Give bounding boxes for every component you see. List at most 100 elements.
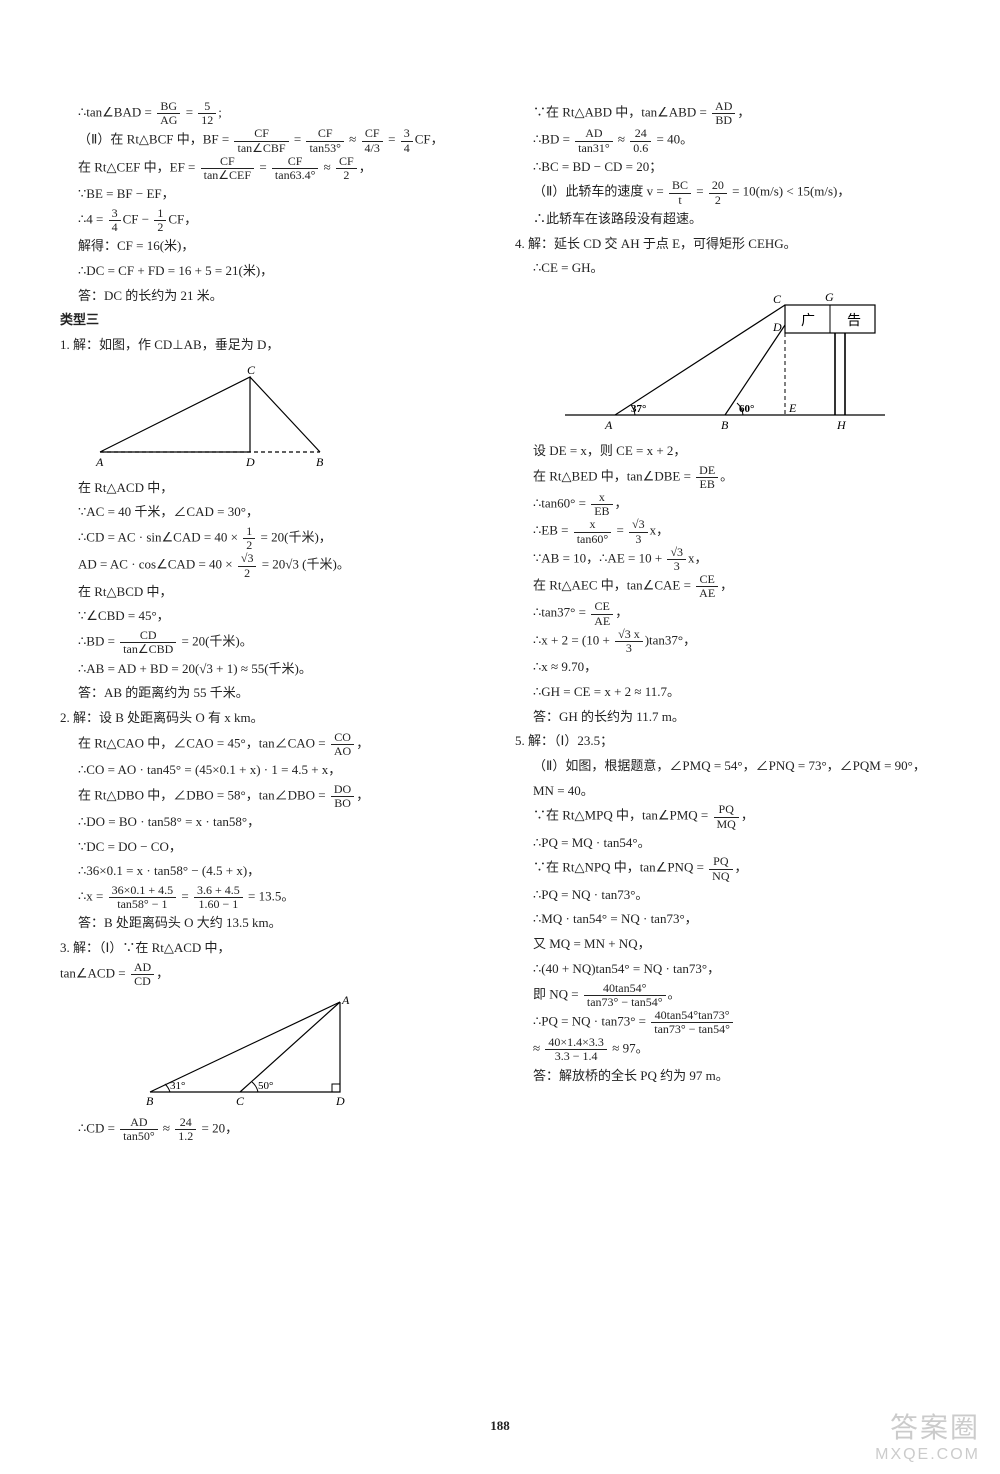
problem4-svg: 广 告 A B C D E G H 37° 60° [555, 285, 895, 435]
fig4-box1: 广 [801, 313, 815, 329]
problem1-body: 在 Rt△ACD 中，∵AC = 40 千米，∠CAD = 30°，∴CD = … [60, 476, 485, 706]
math-line: ∴x ≈ 9.70， [515, 655, 940, 680]
fig4-E: E [788, 401, 797, 415]
math-line: ∵在 Rt△MPQ 中，tan∠PMQ = PQMQ， [515, 803, 940, 830]
problem2-body: 在 Rt△CAO 中，∠CAO = 45°，tan∠CAO = COAO，∴CO… [60, 731, 485, 937]
problem3-body: 3. 解：（Ⅰ）∵在 Rt△ACD 中，tan∠ACD = ADCD， [60, 936, 485, 988]
math-line: ∴tan∠BAD = BGAG = 512; [60, 100, 485, 127]
math-line: 答：AB 的距离约为 55 千米。 [60, 681, 485, 706]
math-line: 在 Rt△CEF 中，EF = CFtan∠CEF = CFtan63.4° ≈… [60, 155, 485, 182]
math-line: 答：GH 的长约为 11.7 m。 [515, 705, 940, 730]
fig4-angle2: 60° [739, 403, 754, 415]
problem1-svg: A B C D [80, 362, 340, 472]
math-line: 在 Rt△BCD 中， [60, 580, 485, 605]
problem1-intro: 1. 解：如图，作 CD⊥AB，垂足为 D， [60, 333, 485, 358]
fig1-label-B: B [316, 455, 324, 469]
fig3-C: C [236, 1094, 245, 1108]
math-line: 在 Rt△BED 中，tan∠DBE = DEEB。 [515, 464, 940, 491]
fig4-B: B [721, 418, 729, 432]
watermark-line1: 答案圈 [875, 1406, 980, 1446]
fig1-label-D: D [245, 455, 255, 469]
fig3-angle1: 31° [170, 1080, 185, 1092]
fig4-C: C [773, 292, 782, 306]
math-line: AD = AC · cos∠CAD = 40 × √32 = 20√3 (千米)… [60, 552, 485, 579]
fig1-label-A: A [95, 455, 104, 469]
fig3-A: A [341, 993, 350, 1007]
math-line: ∵∠CBD = 45°， [60, 604, 485, 629]
problem1-figure: A B C D [80, 362, 485, 472]
math-line: 在 Rt△AEC 中，tan∠CAE = CEAE， [515, 573, 940, 600]
math-line: 3. 解：（Ⅰ）∵在 Rt△ACD 中， [60, 936, 485, 961]
math-line: ∴BC = BD − CD = 20； [515, 155, 940, 180]
math-line: ∴CD = ADtan50° ≈ 241.2 = 20， [60, 1116, 485, 1143]
math-line: 答：DC 的长约为 21 米。 [60, 284, 485, 309]
math-line: ∴x = 36×0.1 + 4.5tan58° − 1 = 3.6 + 4.51… [60, 884, 485, 911]
math-line: ∴此轿车在该路段没有超速。 [515, 207, 940, 232]
left-top-block: ∴tan∠BAD = BGAG = 512;（Ⅱ）在 Rt△BCF 中，BF =… [60, 100, 485, 308]
fig1-label-C: C [247, 363, 256, 377]
fig4-D: D [772, 320, 782, 334]
math-line: ∴EB = xtan60° = √33x， [515, 518, 940, 545]
fig4-H: H [836, 418, 847, 432]
problem3-figure: 31° 50° B C D A [140, 992, 485, 1112]
problem3-svg: 31° 50° B C D A [140, 992, 360, 1112]
math-line: 在 Rt△ACD 中， [60, 476, 485, 501]
math-line: ∴CD = AC · sin∠CAD = 40 × 12 = 20(千米)， [60, 525, 485, 552]
math-line: ∴PQ = NQ · tan73° = 40tan54°tan73°tan73°… [515, 1009, 940, 1036]
math-line: ∴tan37° = CEAE， [515, 600, 940, 627]
math-line: ∵AC = 40 千米，∠CAD = 30°， [60, 500, 485, 525]
math-line: ∴4 = 34CF − 12CF， [60, 207, 485, 234]
math-line: ∴MQ · tan54° = NQ · tan73°， [515, 907, 940, 932]
fig4-box2: 告 [847, 313, 861, 329]
math-line: ∵在 Rt△NPQ 中，tan∠PNQ = PQNQ， [515, 855, 940, 882]
problem4-body: 设 DE = x，则 CE = x + 2，在 Rt△BED 中，tan∠DBE… [515, 439, 940, 729]
fig4-G: G [825, 290, 834, 304]
math-line: ∴x + 2 = (10 + √3 x3)tan37°， [515, 628, 940, 655]
right-top-block: ∵在 Rt△ABD 中，tan∠ABD = ADBD，∴BD = ADtan31… [515, 100, 940, 232]
math-line: 答：解放桥的全长 PQ 约为 97 m。 [515, 1064, 940, 1089]
problem4-intro: 4. 解：延长 CD 交 AH 于点 E，可得矩形 CEHG。 [515, 232, 940, 257]
math-line: ∵DC = DO − CO， [60, 835, 485, 860]
problem5-body: ∵在 Rt△MPQ 中，tan∠PMQ = PQMQ，∴PQ = MQ · ta… [515, 803, 940, 1088]
math-line: ∴tan60° = xEB， [515, 491, 940, 518]
math-line: ∴BD = CDtan∠CBD = 20(千米)。 [60, 629, 485, 656]
math-line: ∴36×0.1 = x · tan58° − (4.5 + x)， [60, 859, 485, 884]
problem3-last: ∴CD = ADtan50° ≈ 241.2 = 20， [60, 1116, 485, 1143]
two-column-layout: ∴tan∠BAD = BGAG = 512;（Ⅱ）在 Rt△BCF 中，BF =… [60, 100, 940, 1144]
math-line: ∴PQ = MQ · tan54°。 [515, 831, 940, 856]
left-column: ∴tan∠BAD = BGAG = 512;（Ⅱ）在 Rt△BCF 中，BF =… [60, 100, 485, 1144]
math-line: ∵AB = 10，∴AE = 10 + √33x， [515, 546, 940, 573]
fig3-angle2: 50° [258, 1080, 273, 1092]
fig3-B: B [146, 1094, 154, 1108]
math-line: ∴BD = ADtan31° ≈ 240.6 = 40。 [515, 127, 940, 154]
math-line: ∴CO = AO · tan45° = (45×0.1 + x) · 1 = 4… [60, 758, 485, 783]
math-line: ∴AB = AD + BD = 20(√3 + 1) ≈ 55(千米)。 [60, 657, 485, 682]
math-line: （Ⅱ）在 Rt△BCF 中，BF = CFtan∠CBF = CFtan53° … [60, 127, 485, 154]
math-line: 解得：CF = 16(米)， [60, 234, 485, 259]
fig4-A: A [604, 418, 613, 432]
math-line: 答：B 处距离码头 O 大约 13.5 km。 [60, 911, 485, 936]
fig4-angle1: 37° [631, 403, 646, 415]
fig3-D: D [335, 1094, 345, 1108]
math-line: 在 Rt△CAO 中，∠CAO = 45°，tan∠CAO = COAO， [60, 731, 485, 758]
page: ∴tan∠BAD = BGAG = 512;（Ⅱ）在 Rt△BCF 中，BF =… [0, 0, 1000, 1474]
problem5-line2: （Ⅱ）如图，根据题意，∠PMQ = 54°，∠PNQ = 73°，∠PQM = … [515, 754, 940, 803]
right-column: ∵在 Rt△ABD 中，tan∠ABD = ADBD，∴BD = ADtan31… [515, 100, 940, 1144]
math-line: 即 NQ = 40tan54°tan73° − tan54°。 [515, 982, 940, 1009]
problem2-intro: 2. 解：设 B 处距离码头 O 有 x km。 [60, 706, 485, 731]
math-line: ∴DC = CF + FD = 16 + 5 = 21(米)， [60, 259, 485, 284]
math-line: tan∠ACD = ADCD， [60, 961, 485, 988]
math-line: ∴GH = CE = x + 2 ≈ 11.7。 [515, 680, 940, 705]
math-line: （Ⅱ）此轿车的速度 v = BCt = 202 = 10(m/s) < 15(m… [515, 179, 940, 206]
math-line: ∴(40 + NQ)tan54° = NQ · tan73°， [515, 957, 940, 982]
watermark-line2: MXQE.COM [875, 1446, 980, 1464]
heading-type-3: 类型三 [60, 308, 485, 333]
math-line: ∵BE = BF − EF， [60, 182, 485, 207]
problem4-line2: ∴CE = GH。 [515, 256, 940, 281]
math-line: 设 DE = x，则 CE = x + 2， [515, 439, 940, 464]
problem4-figure: 广 告 A B C D E G H 37° 60° [555, 285, 940, 435]
page-number: 188 [0, 1418, 1000, 1434]
math-line: ≈ 40×1.4×3.33.3 − 1.4 ≈ 97。 [515, 1036, 940, 1063]
math-line: ∵在 Rt△ABD 中，tan∠ABD = ADBD， [515, 100, 940, 127]
problem5-intro: 5. 解：（Ⅰ）23.5； [515, 729, 940, 754]
